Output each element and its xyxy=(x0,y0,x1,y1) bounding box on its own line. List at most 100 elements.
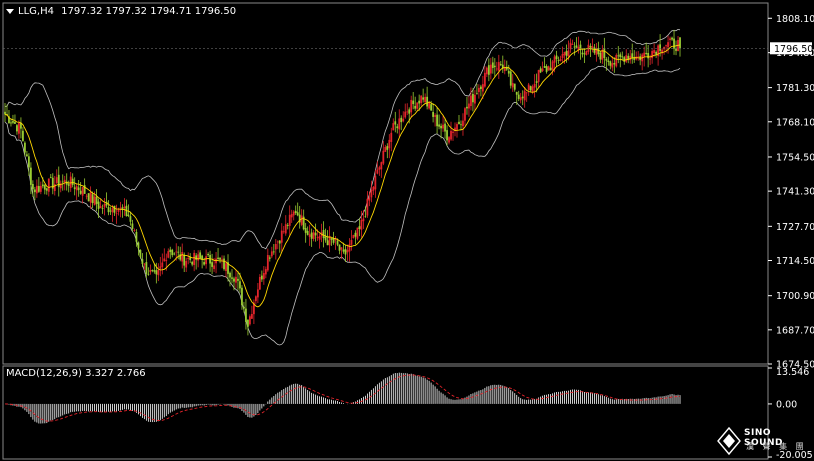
candle xyxy=(147,267,150,276)
candle xyxy=(434,113,436,127)
candle-body xyxy=(211,262,213,267)
candle-body xyxy=(127,214,130,216)
candle-body xyxy=(95,196,98,204)
candle-body xyxy=(517,94,520,99)
candle-body xyxy=(452,131,454,133)
candle-body xyxy=(446,130,448,141)
candle-body xyxy=(159,266,162,269)
candle xyxy=(14,114,16,125)
candle xyxy=(440,123,442,139)
candle xyxy=(448,136,450,145)
candle-body xyxy=(241,287,243,306)
candle xyxy=(191,260,194,267)
candle xyxy=(374,169,377,198)
candle xyxy=(605,57,608,71)
macd-panel-frame xyxy=(2,365,769,460)
candle xyxy=(601,45,604,64)
candle xyxy=(352,234,355,239)
candle xyxy=(503,59,506,75)
candle xyxy=(585,50,588,56)
candle-body xyxy=(292,211,295,216)
candle-body xyxy=(382,150,385,164)
candle xyxy=(199,250,202,260)
candle-body xyxy=(402,118,405,122)
dropdown-triangle-icon[interactable] xyxy=(6,8,14,14)
candle xyxy=(292,210,295,221)
candle-body xyxy=(163,258,166,262)
candle-body xyxy=(33,189,36,193)
candle-body xyxy=(53,184,56,192)
candle-body xyxy=(264,269,267,275)
candle xyxy=(91,191,94,208)
candle-body xyxy=(101,208,104,209)
candle xyxy=(61,174,64,191)
candle-body xyxy=(623,57,626,62)
candle xyxy=(245,298,247,330)
candle-body xyxy=(225,263,227,272)
candle xyxy=(595,43,598,62)
candle-body xyxy=(416,102,419,109)
candle xyxy=(669,36,671,47)
candle xyxy=(404,103,407,119)
candle xyxy=(645,42,648,56)
candle-body xyxy=(49,177,52,179)
candle xyxy=(300,209,303,227)
candle-body xyxy=(649,58,652,60)
candle xyxy=(97,198,100,219)
bollinger-upper-line xyxy=(4,28,681,250)
candle xyxy=(229,271,231,287)
candle-body xyxy=(627,55,630,60)
candle-body xyxy=(316,237,319,238)
candle xyxy=(268,255,271,262)
candle xyxy=(223,255,225,271)
candle-body xyxy=(665,45,667,47)
candle-body xyxy=(533,83,536,88)
candle xyxy=(627,53,630,64)
candle xyxy=(368,191,371,207)
candle xyxy=(258,274,261,290)
candle-body xyxy=(235,276,237,283)
candle xyxy=(27,153,30,176)
candle-body xyxy=(364,216,367,218)
candle-body xyxy=(563,51,566,56)
candle-body xyxy=(57,174,60,187)
logo-subtitle: 漢 聲 集 團 xyxy=(746,442,807,451)
candle-body xyxy=(227,262,229,274)
candle xyxy=(121,204,124,218)
candle-body xyxy=(107,207,110,213)
candle-body xyxy=(466,106,468,109)
candle xyxy=(290,209,293,223)
candle-body xyxy=(434,115,436,117)
candle-body xyxy=(444,123,446,132)
candle xyxy=(521,90,524,106)
candle xyxy=(545,64,548,74)
candle-body xyxy=(412,100,415,105)
candle-body xyxy=(167,251,170,258)
candle-body xyxy=(173,253,176,255)
candle xyxy=(270,246,273,259)
candle xyxy=(239,272,241,293)
candle-body xyxy=(619,54,622,58)
candle xyxy=(579,40,582,60)
candle xyxy=(77,179,80,197)
candle xyxy=(523,87,526,108)
candle-body xyxy=(290,214,293,218)
candle-body xyxy=(27,156,30,168)
candle-body xyxy=(12,121,14,123)
candle-body xyxy=(569,42,572,50)
candle xyxy=(173,252,176,256)
candle xyxy=(679,37,681,57)
candle-body xyxy=(372,186,375,191)
candle xyxy=(314,223,317,242)
candle-body xyxy=(312,232,315,239)
candle xyxy=(511,74,514,92)
candle-body xyxy=(448,137,450,143)
candle-body xyxy=(503,68,506,72)
candle xyxy=(561,46,564,63)
candle xyxy=(304,222,307,243)
candle-body xyxy=(115,213,118,215)
candle-body xyxy=(422,97,425,100)
candle-body xyxy=(430,104,433,111)
candle-body xyxy=(260,275,263,280)
